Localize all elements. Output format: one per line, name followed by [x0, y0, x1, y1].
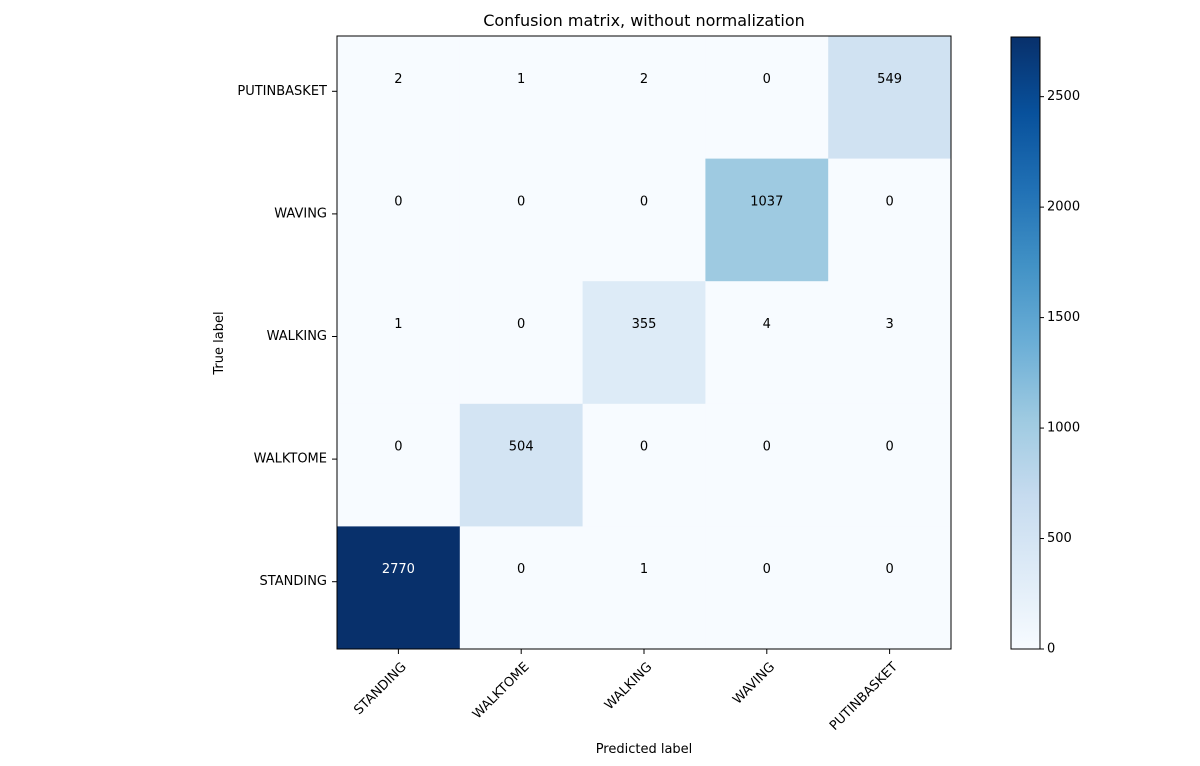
x-axis-label: Predicted label: [596, 742, 693, 757]
y-tick-label: WALKING: [267, 329, 327, 344]
matrix-cell-value: 504: [509, 440, 534, 455]
matrix-cell: [337, 158, 461, 282]
matrix-cell: [705, 526, 829, 650]
matrix-cell: [582, 36, 706, 160]
matrix-cell: [337, 526, 461, 650]
matrix-cell-value: 549: [877, 72, 902, 87]
matrix-cell: [828, 158, 952, 282]
matrix-cell-value: 4: [763, 317, 771, 332]
matrix-cell: [337, 403, 461, 527]
colorbar-tick-label: 0: [1047, 642, 1055, 657]
matrix-cell-value: 2770: [382, 562, 415, 577]
matrix-cell: [705, 403, 829, 527]
y-tick-label: PUTINBASKET: [237, 84, 327, 99]
matrix-cell-value: 2: [394, 72, 402, 87]
matrix-cell-value: 0: [763, 562, 771, 577]
x-tick-label: PUTINBASKET: [827, 660, 901, 734]
y-axis-ticks: PUTINBASKET WAVING WALKING WALKTOME STANDING: [237, 84, 337, 589]
matrix-cell-value: 1: [640, 562, 648, 577]
matrix-cell: [828, 281, 952, 405]
matrix-cell: [337, 36, 461, 160]
matrix-cell: [828, 526, 952, 650]
x-axis-ticks: STANDING WALKTOME WALKING WAVING PUTINBASKET: [351, 649, 901, 734]
matrix-cell-value: 3: [885, 317, 893, 332]
matrix-cell-value: 0: [640, 194, 648, 209]
y-tick-label: STANDING: [260, 574, 327, 589]
x-tick-label: WAVING: [730, 660, 778, 708]
matrix-cell: [582, 158, 706, 282]
matrix-cell-value: 0: [394, 194, 402, 209]
y-tick-label: WALKTOME: [254, 452, 327, 467]
matrix-cell: [459, 281, 584, 405]
matrix-cell: [705, 158, 829, 282]
matrix-cell-value: 0: [394, 440, 402, 455]
matrix-cells: [337, 36, 952, 650]
colorbar-ticks: 0 500 1000 1500 2000 2500: [1040, 89, 1080, 657]
matrix-cell-value: 0: [885, 562, 893, 577]
matrix-cell: [705, 281, 829, 405]
matrix-cell-value: 1037: [750, 194, 783, 209]
matrix-cell-value: 0: [763, 72, 771, 87]
x-tick-label: WALKING: [602, 660, 655, 713]
matrix-cell-values: 2 1 2 0 549 0 0 0 1037 0 1 0 355 4 3 0 504 0 0 0 2770 0 1 0 0: [382, 72, 902, 577]
matrix-cell: [828, 36, 952, 160]
matrix-cell-value: 0: [763, 440, 771, 455]
matrix-cell-value: 0: [517, 194, 525, 209]
colorbar-tick-label: 2000: [1047, 200, 1080, 215]
matrix-cell: [459, 158, 584, 282]
matrix-cell-value: 0: [885, 440, 893, 455]
matrix-cell: [459, 526, 584, 650]
matrix-cell: [582, 526, 706, 650]
matrix-cell-value: 0: [640, 440, 648, 455]
matrix-cell: [705, 36, 829, 160]
matrix-cell-value: 0: [517, 317, 525, 332]
colorbar-tick-label: 2500: [1047, 89, 1080, 104]
matrix-cell: [459, 36, 584, 160]
colorbar-tick-label: 1500: [1047, 310, 1080, 325]
chart-title: Confusion matrix, without normalization: [483, 11, 805, 30]
matrix-cell: [582, 281, 706, 405]
y-axis-label: True label: [212, 311, 227, 375]
y-tick-label: WAVING: [274, 206, 327, 221]
matrix-cell-value: 1: [517, 72, 525, 87]
matrix-cell-value: 0: [517, 562, 525, 577]
matrix-cell-value: 2: [640, 72, 648, 87]
matrix-cell: [459, 403, 584, 527]
x-tick-label: STANDING: [351, 660, 409, 718]
colorbar-tick-label: 1000: [1047, 421, 1080, 436]
matrix-cell: [582, 403, 706, 527]
colorbar-tick-label: 500: [1047, 531, 1072, 546]
x-tick-label: WALKTOME: [470, 660, 533, 723]
matrix-cell: [828, 403, 952, 527]
matrix-cell-value: 1: [394, 317, 402, 332]
colorbar: [1010, 36, 1041, 650]
matrix-cell-value: 355: [632, 317, 657, 332]
matrix-cell-value: 0: [885, 194, 893, 209]
matrix-cell: [337, 281, 461, 405]
